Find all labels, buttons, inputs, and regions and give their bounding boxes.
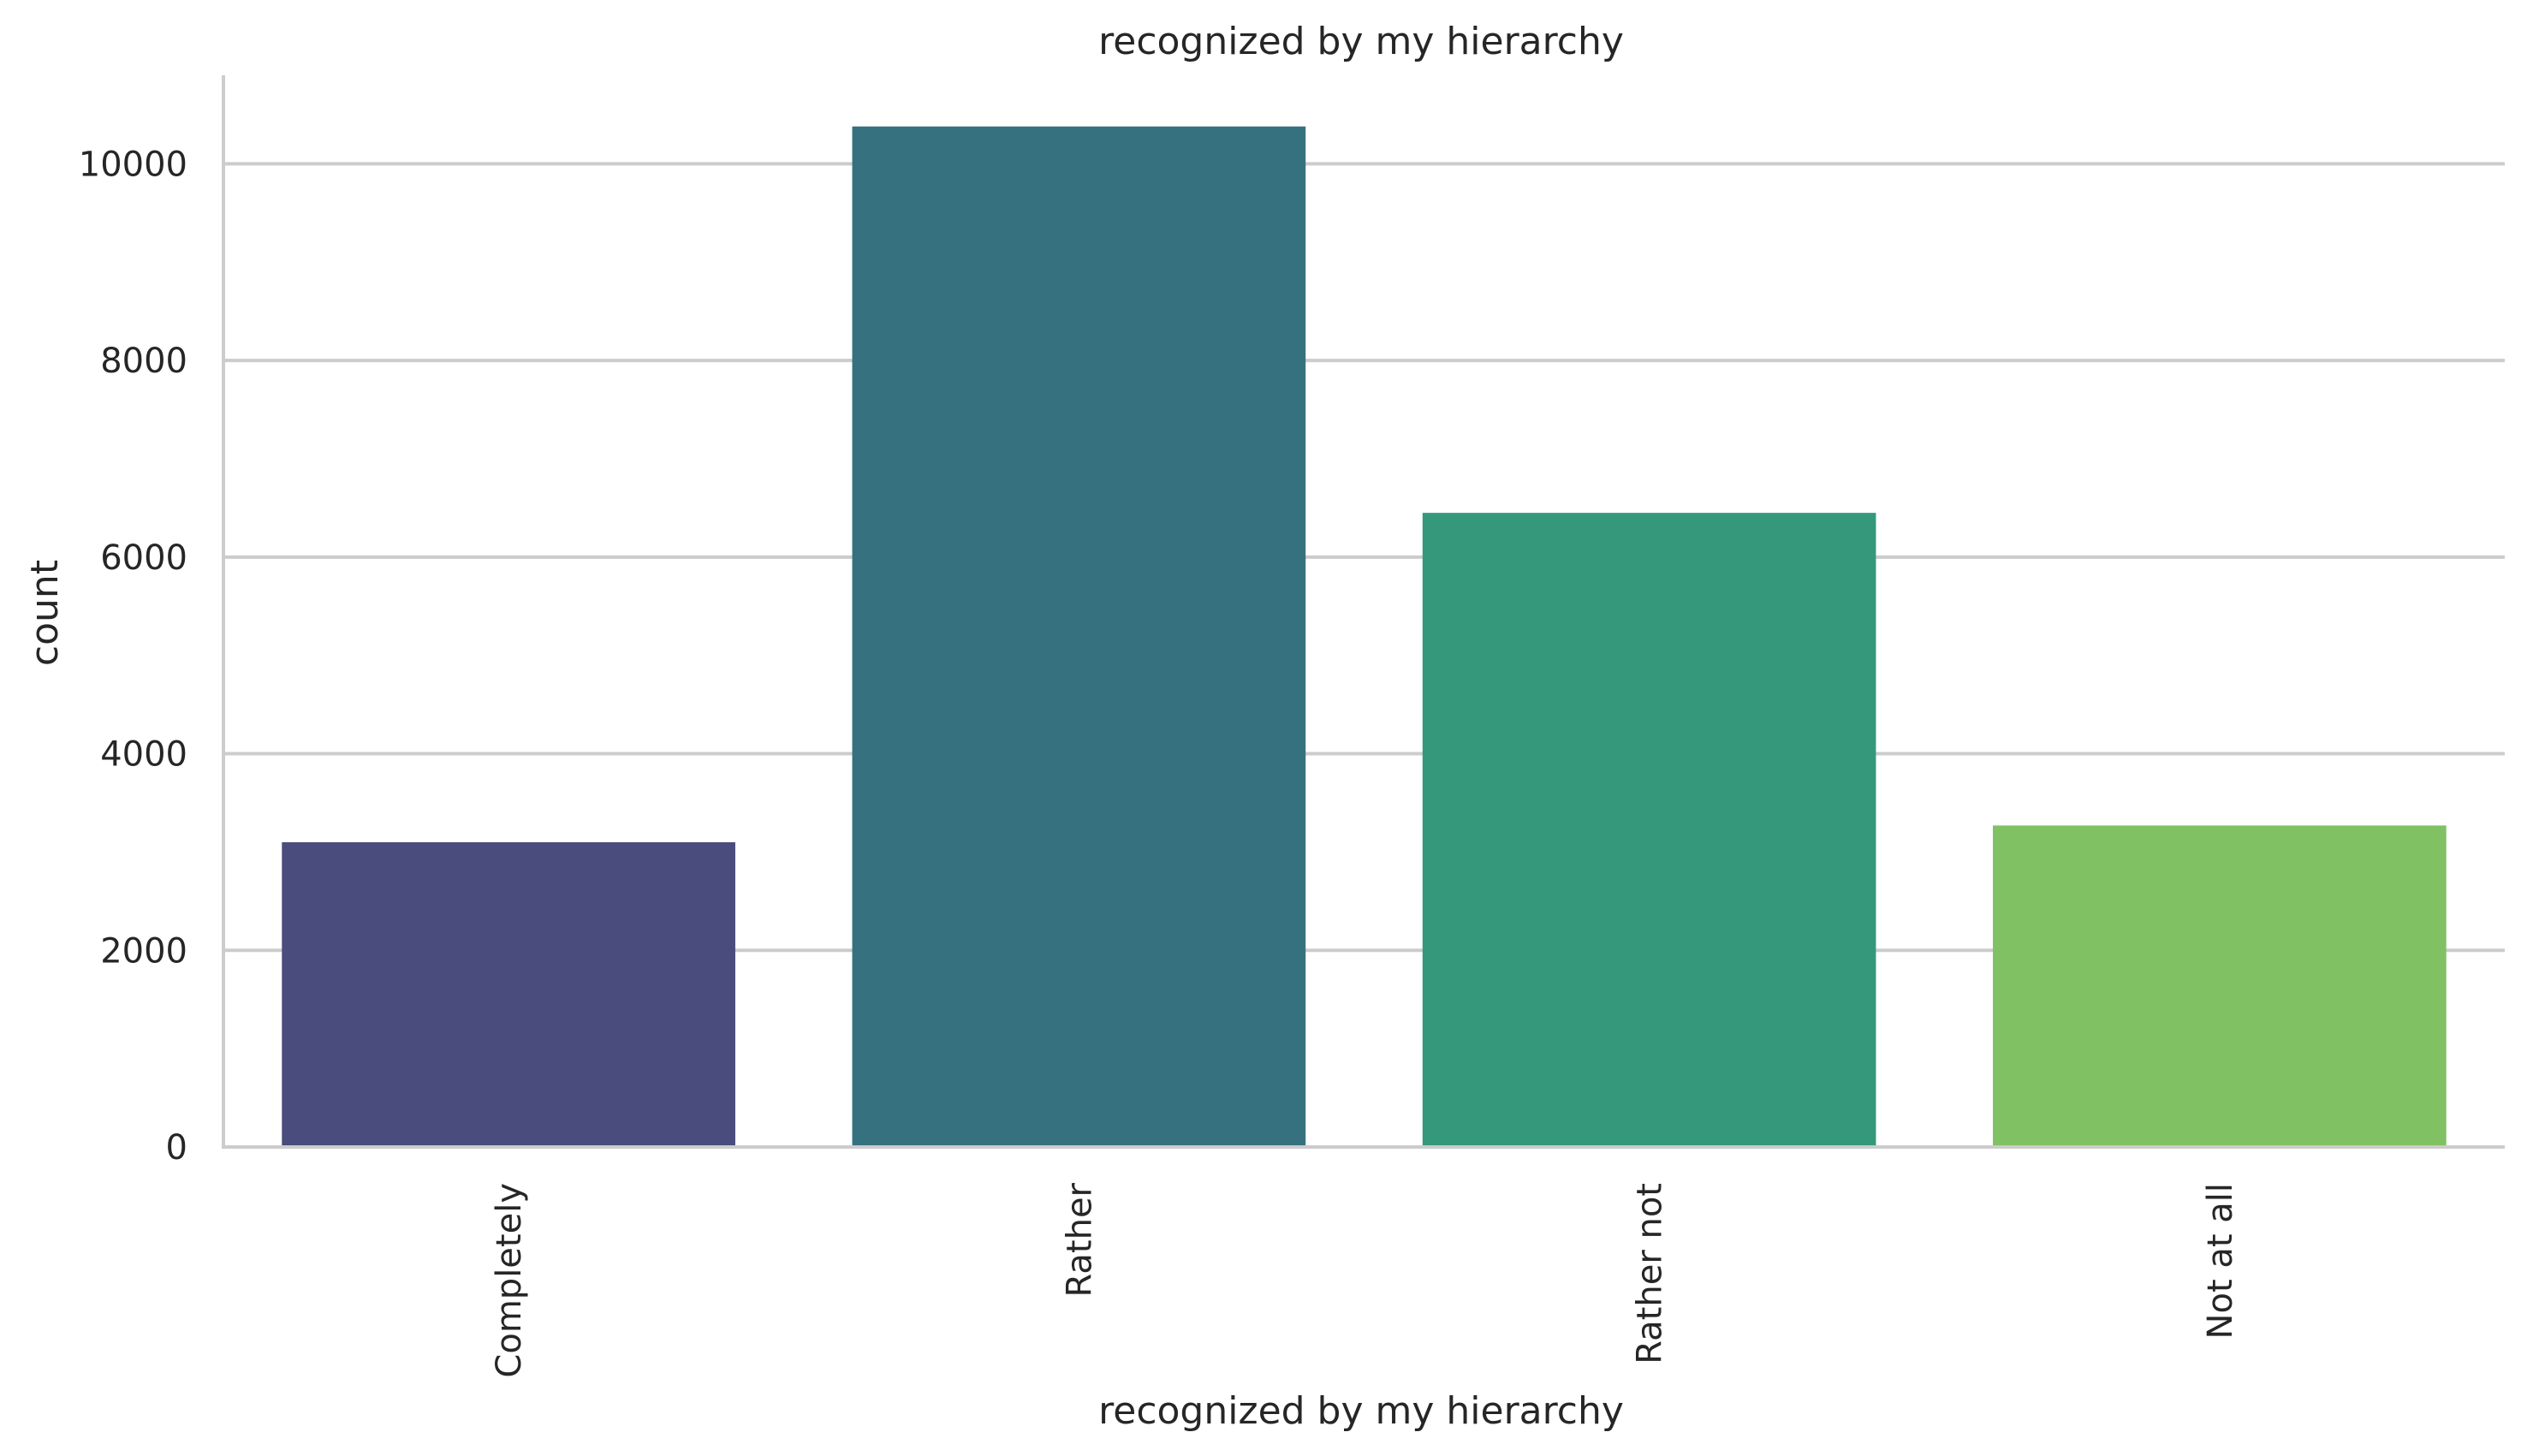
x-tick-labels: Completely Rather Rather not Not at all <box>490 1182 2240 1377</box>
x-axis-title: recognized by my hierarchy <box>1098 1389 1624 1433</box>
bars <box>282 127 2446 1147</box>
y-tick-label: 0 <box>166 1128 187 1168</box>
x-tick-label: Not at all <box>2201 1183 2240 1339</box>
x-tick-label: Rather <box>1060 1182 1099 1297</box>
y-tick-labels: 0 2000 4000 6000 8000 10000 <box>79 145 187 1168</box>
bar-rather-not <box>1423 513 1876 1147</box>
y-tick-label: 6000 <box>100 538 187 578</box>
x-tick-label: Rather not <box>1631 1183 1670 1364</box>
bar-rather <box>853 127 1306 1147</box>
bar-completely <box>282 842 735 1147</box>
y-tick-label: 2000 <box>100 931 187 971</box>
chart-title: recognized by my hierarchy <box>1098 20 1624 63</box>
y-tick-label: 8000 <box>100 342 187 381</box>
y-tick-label: 10000 <box>79 145 187 184</box>
y-tick-label: 4000 <box>100 735 187 775</box>
bar-not-at-all <box>1993 825 2447 1147</box>
x-tick-label: Completely <box>490 1183 529 1378</box>
y-axis-title: count <box>23 560 67 666</box>
